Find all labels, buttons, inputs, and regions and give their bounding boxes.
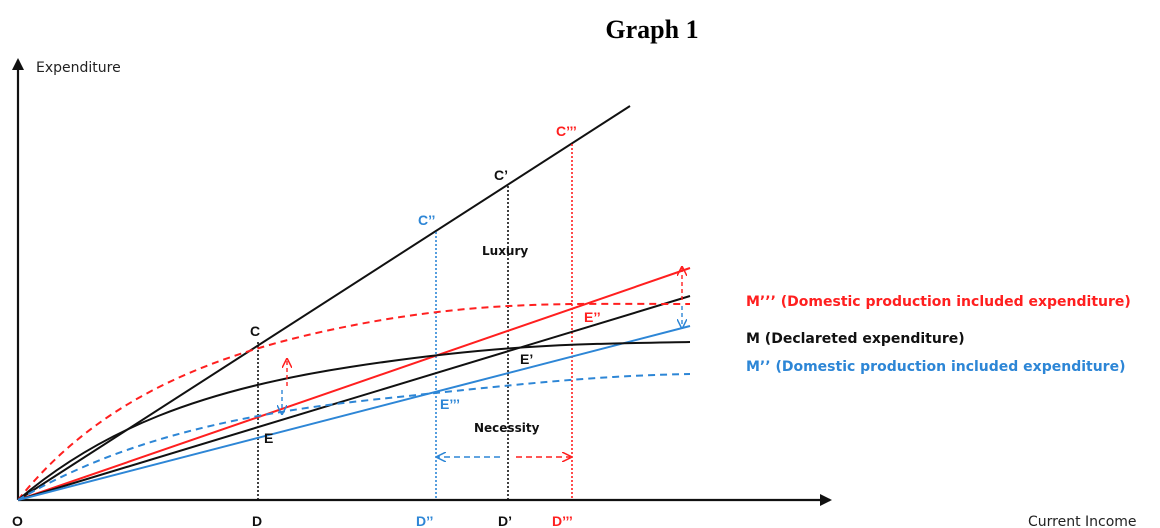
label-c2: C’’ [418, 212, 435, 228]
label-c: C [250, 323, 260, 339]
label-d3: D’’’ [552, 513, 573, 528]
graph-title: Graph 1 [605, 15, 698, 44]
y-axis-label: Expenditure [36, 60, 121, 76]
label-d2: D’’ [416, 513, 433, 528]
line-blue-straight [17, 325, 691, 501]
curve-m2 [17, 373, 691, 501]
label-e1: E’ [520, 351, 533, 367]
label-e2: E’’ [584, 309, 601, 325]
legend-m: M (Declareted expenditure) [746, 331, 965, 347]
line-red-straight [17, 267, 691, 501]
label-necessity: Necessity [474, 421, 540, 435]
label-luxury: Luxury [482, 244, 528, 258]
label-d: D [252, 513, 262, 528]
label-c3: C’’’ [556, 123, 577, 139]
label-c1: C’ [494, 167, 508, 183]
curve-m [17, 341, 691, 501]
label-e: E [264, 430, 273, 446]
legend-m3: M’’’ (Domestic production included expen… [746, 294, 1131, 310]
label-e3: E’’’ [440, 396, 460, 412]
line-black-straight [17, 295, 691, 501]
x-axis-label: Current Income [1028, 514, 1137, 528]
legend-m2: M’’ (Domestic production included expend… [746, 359, 1125, 375]
label-d1: D’ [498, 513, 512, 528]
label-origin: O [12, 513, 23, 528]
curve-m3 [17, 302, 691, 501]
ray-oc [17, 105, 631, 501]
